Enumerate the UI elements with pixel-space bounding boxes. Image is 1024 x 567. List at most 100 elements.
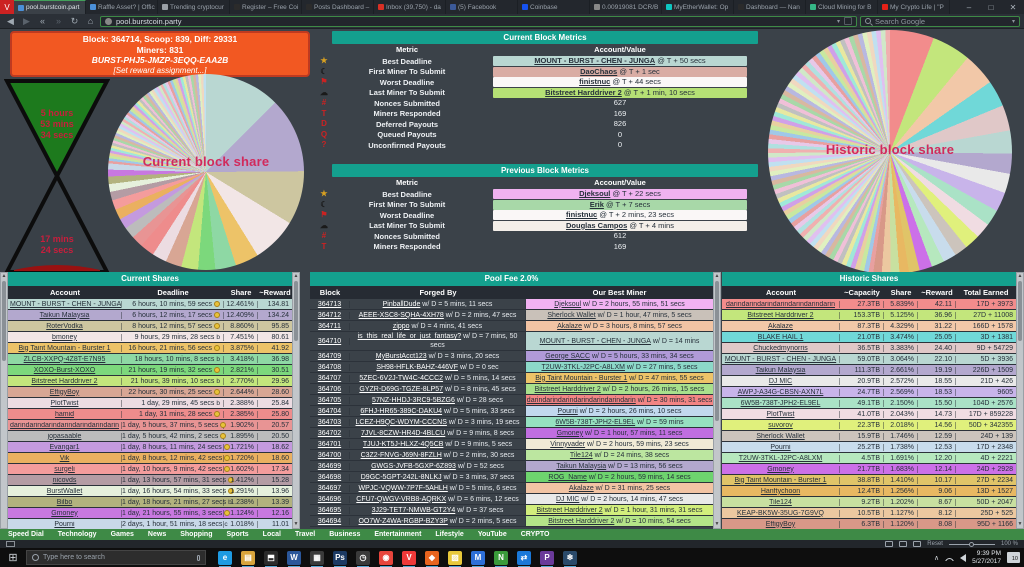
calculator-icon[interactable]: ▦ [310,550,324,567]
browser-tab[interactable]: 0.00919081 DCR/B [590,0,662,14]
zoom-reset-label[interactable]: Reset [927,541,943,547]
block-link[interactable]: 364712 [317,311,342,319]
forger-link[interactable]: MyBurstAcct123 [375,352,427,360]
browser-tab[interactable]: Coinbase [518,0,590,14]
block-link[interactable]: 364711 [318,322,341,330]
blocks-scrollbar[interactable]: ▲ ▼ [713,272,721,529]
account-link[interactable]: darindarindarindarindarindarindarin [726,300,835,308]
forger-link[interactable]: LCEZ-H9QC-WDYM-CCCNS [355,418,447,426]
url-dropdown-icon[interactable]: ▾ [836,18,840,25]
account-link[interactable]: Big Taint Mountain - Burster 1 [18,344,111,352]
account-link[interactable]: Taikun Malaysia [755,366,806,374]
account-link[interactable]: XOXO-Burst-XOXO [33,366,96,374]
capture-icon[interactable] [885,541,894,547]
browser-tab[interactable]: pool.burstcoin.part [14,0,86,14]
bookmark-item[interactable]: Speed Dial [8,531,44,538]
forger-link[interactable]: 3J29-TET7-NMWB-GT2Y4 [371,506,456,514]
block-link[interactable]: 364704 [317,407,342,415]
account-link[interactable]: EffigyBoy [765,520,796,528]
browser-tab[interactable]: My Crypto Life | "P [878,0,950,14]
forger-link[interactable]: WPJC-VQWW-7P7F-5AHLH [358,484,448,492]
miner-link[interactable]: Bitstreet Harddriver 2 [536,506,603,514]
bookmark-item[interactable]: Local [262,531,281,538]
purple-p-icon[interactable]: P [540,550,554,567]
account-link[interactable]: surgeli [54,465,75,473]
forger-link[interactable]: GYZR-D69G-TGZE-8LP57 [359,385,444,393]
account-link[interactable]: Pourni [770,443,791,451]
notepad-plus-icon[interactable]: N [494,550,508,567]
account-link[interactable]: Bitstreet Harddriver 2 [747,311,814,319]
account-link[interactable]: MOUNT - BURST - CHEN - JUNGA [10,300,122,308]
account-link[interactable]: Evangar1 [49,443,80,451]
volume-icon[interactable] [960,553,967,562]
miner-link[interactable]: Akalaze [568,484,594,492]
edge-icon[interactable]: e [218,550,232,567]
forger-link[interactable]: OO7W-Z4WA-RGBP-BZY3P [358,517,448,525]
block-link[interactable]: 364706 [317,385,342,393]
block-link[interactable]: 364694 [317,517,342,525]
bookmark-item[interactable]: Games [110,531,134,538]
miner-link[interactable]: Sherlock Wallet [547,311,596,319]
vivaldi-menu-icon[interactable]: V [0,0,14,14]
forger-link[interactable]: is_this_real_life_or_just_fantasy? [357,333,462,340]
miner-link[interactable]: Big Taint Mountain - Burster 1 [535,374,628,382]
set-reward-link[interactable]: [Set reward assignment...] [113,65,207,75]
maximize-button[interactable]: □ [988,2,994,12]
forger-link[interactable]: PinballDude [382,300,421,308]
account-link[interactable]: Tile124 [769,498,792,506]
browser-tab[interactable]: Dashboard — Nan [734,0,806,14]
bookmark-item[interactable]: News [147,531,167,538]
block-link[interactable]: 364707 [317,374,342,382]
file-explorer-icon[interactable]: ▤ [241,550,255,567]
account-link[interactable]: MOUNT - BURST - CHEN - JUNGA [534,56,656,66]
block-link[interactable]: 364713 [317,300,342,308]
block-link[interactable]: 364705 [317,396,342,404]
malwarebytes-icon[interactable]: M [471,550,485,567]
block-link[interactable]: 364709 [317,352,342,360]
account-link[interactable]: darindarindarindarindarindarindarin [10,421,119,429]
account-link[interactable]: RoterVodka [46,322,83,330]
block-link[interactable]: 364708 [317,363,342,371]
start-button[interactable]: ⊞ [8,552,18,564]
account-link[interactable]: Bitstreet Harddriver 2 [31,377,98,385]
account-link[interactable]: finistnuc [579,77,611,87]
zoom-slider[interactable] [948,541,995,547]
account-link[interactable]: Chuckedmynorris [753,344,808,352]
browser-tab[interactable]: Posts Dashboard – [302,0,374,14]
miner-link[interactable]: darindarindarindarindarindarindarin [526,396,636,404]
historic-shares-scrollbar[interactable]: ▲ ▼ [1016,272,1024,529]
miner-link[interactable]: Tile124 [569,451,593,459]
reload-icon[interactable]: ↻ [70,15,79,26]
browser-tab[interactable]: Trending cryptocur [158,0,230,14]
browser-tab[interactable]: MyEtherWallet: Op [662,0,734,14]
forger-link[interactable]: TJUJ-KT5J-HLXZ-4Q5CB [362,440,444,448]
account-link[interactable]: PlotTwist [50,399,79,407]
forger-link[interactable]: zippo [392,322,410,330]
bookmark-item[interactable]: YouTube [477,531,507,538]
block-link[interactable]: 364701 [317,440,342,448]
block-link[interactable]: 364695 [317,506,342,514]
images-toggle-icon[interactable] [913,541,922,547]
tray-expand-icon[interactable]: ∧ [933,554,940,562]
forger-link[interactable]: CFU7-QWGV-VRB8-AQRKX [356,495,447,503]
bookmark-item[interactable]: Business [329,531,361,538]
miner-link[interactable]: Vinnyvader [550,440,586,448]
account-link[interactable]: Bitstreet Harddriver 2 [545,87,622,97]
account-link[interactable]: Akalaze [768,322,793,330]
snowflake-icon[interactable]: ❄ [563,550,577,567]
miner-link[interactable]: Bitstreet Harddriver 2 [534,385,601,393]
account-link[interactable]: ZLCB-XXPQ-4Z8T-E7N95 [23,355,106,363]
bookmark-item[interactable]: Shopping [180,531,213,538]
close-button[interactable]: ✕ [1009,2,1017,12]
block-link[interactable]: 364702 [317,429,342,437]
account-link[interactable]: jopasaable [47,432,82,440]
back-icon[interactable]: ◀ [7,15,14,26]
forger-link[interactable]: 6FHJ-HR65-389C-DAKU4 [360,407,443,415]
block-link[interactable]: 364703 [317,418,342,426]
minimize-button[interactable]: – [966,2,972,12]
account-link[interactable]: Hanftychoon [760,487,801,495]
account-link[interactable]: Taikun Malaysia [39,311,90,319]
account-link[interactable]: 6W5B-738T-JPH2-EL9EL [740,399,821,407]
bookmark-item[interactable]: Sports [226,531,249,538]
forger-link[interactable]: 7JVL-8CZW-HR4D-4BLCU [361,429,446,437]
